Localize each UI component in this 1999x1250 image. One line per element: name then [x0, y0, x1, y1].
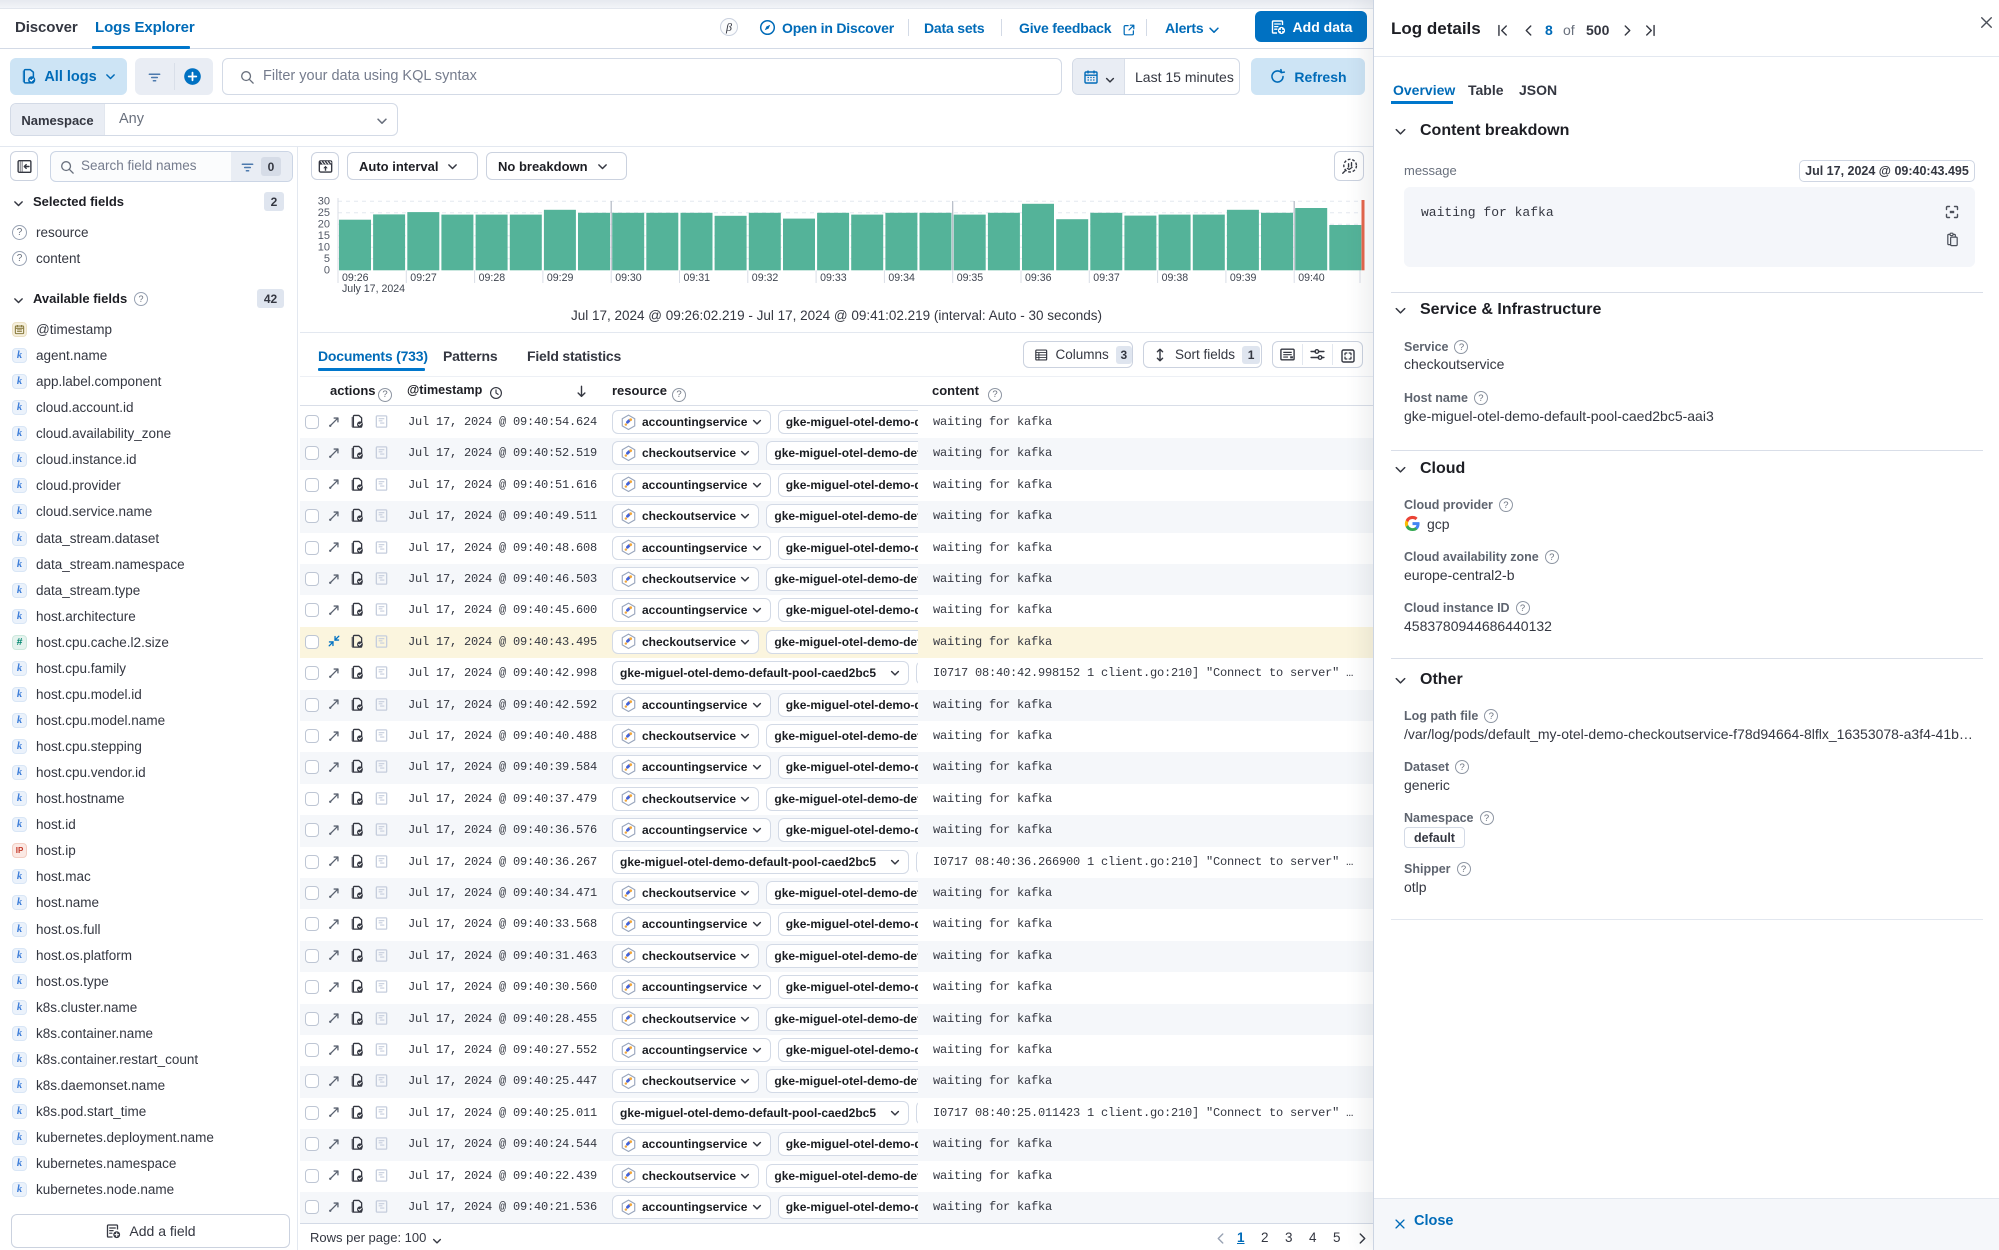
svg-text:09:29: 09:29: [547, 272, 574, 284]
svg-text:09:28: 09:28: [479, 272, 506, 284]
svg-text:July 17, 2024: July 17, 2024: [342, 283, 405, 295]
svg-text:09:33: 09:33: [820, 272, 847, 284]
svg-text:09:32: 09:32: [752, 272, 779, 284]
svg-text:09:35: 09:35: [957, 272, 984, 284]
svg-text:09:26: 09:26: [342, 272, 369, 284]
svg-text:09:36: 09:36: [1025, 272, 1052, 284]
svg-text:15: 15: [318, 230, 330, 242]
svg-text:10: 10: [318, 242, 330, 254]
svg-text:09:40: 09:40: [1298, 272, 1325, 284]
svg-text:09:34: 09:34: [888, 272, 915, 284]
svg-text:30: 30: [318, 196, 330, 208]
svg-text:09:37: 09:37: [1093, 272, 1120, 284]
svg-text:09:38: 09:38: [1162, 272, 1189, 284]
svg-text:09:30: 09:30: [615, 272, 642, 284]
svg-text:09:27: 09:27: [410, 272, 437, 284]
svg-text:0: 0: [324, 265, 330, 277]
svg-text:25: 25: [318, 207, 330, 219]
svg-text:20: 20: [318, 219, 330, 231]
svg-text:09:31: 09:31: [684, 272, 711, 284]
svg-text:09:39: 09:39: [1230, 272, 1257, 284]
svg-text:5: 5: [324, 253, 330, 265]
